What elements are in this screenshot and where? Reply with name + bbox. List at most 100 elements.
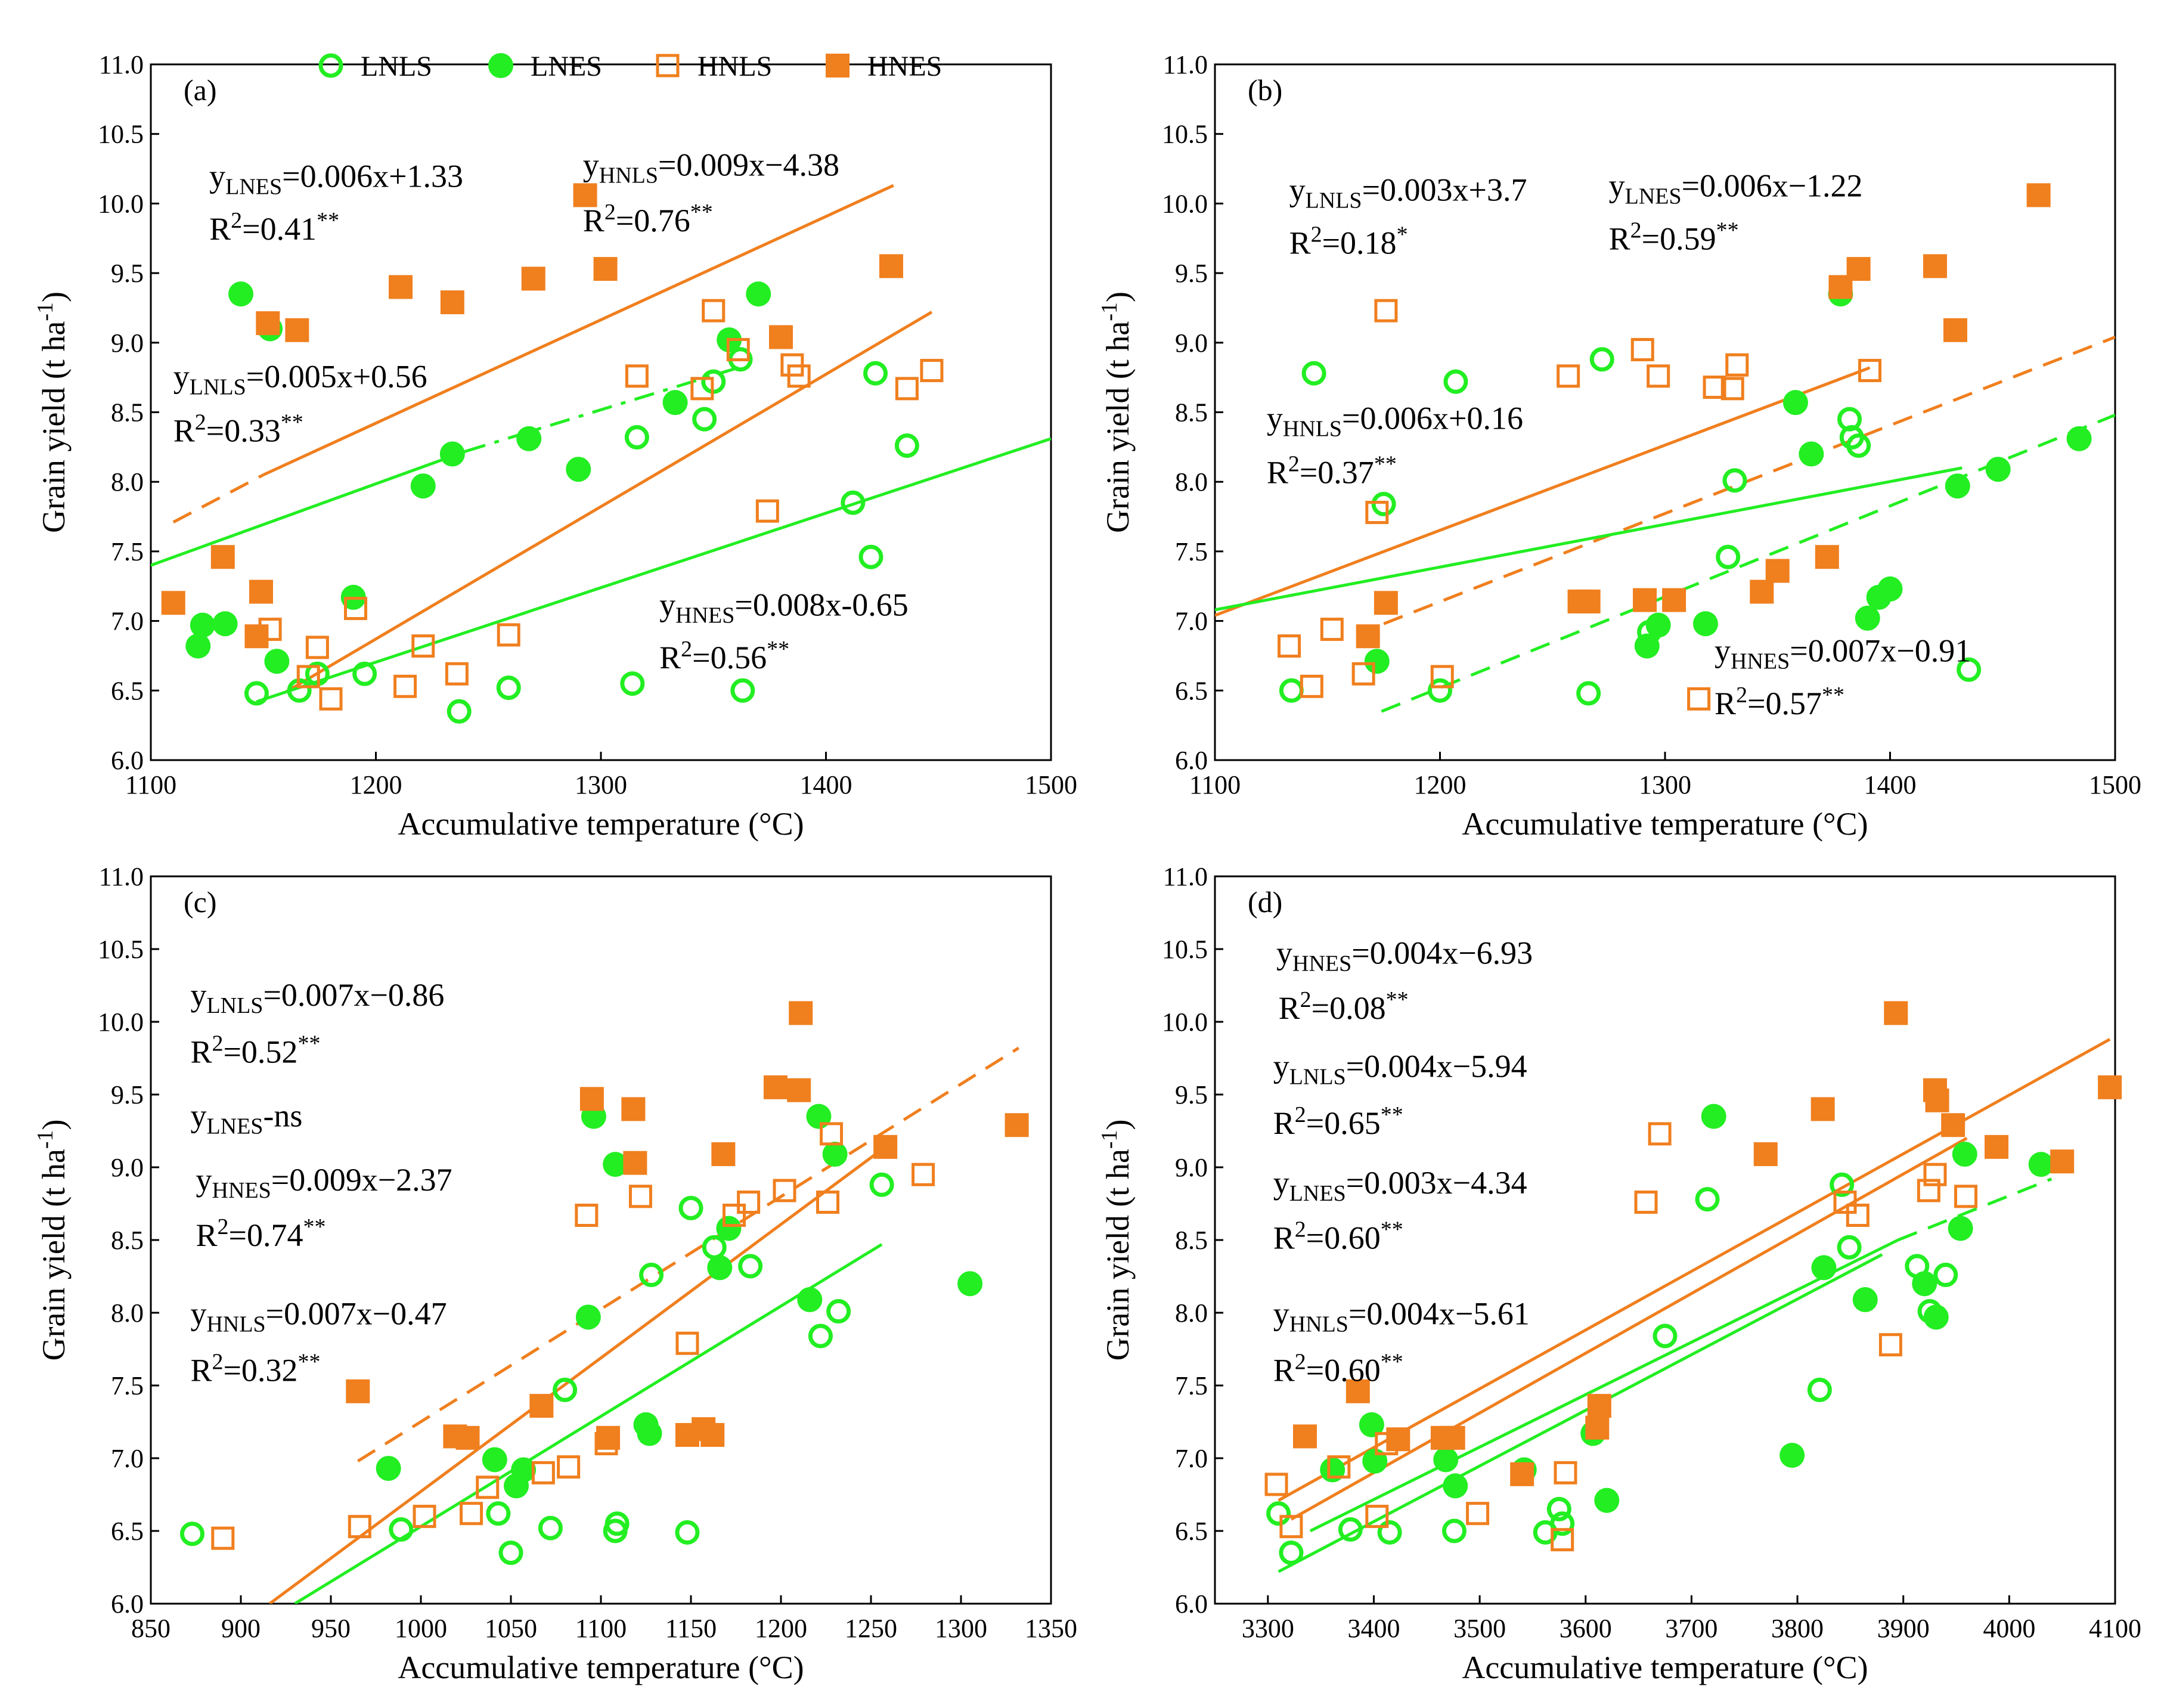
point-lnes bbox=[1877, 576, 1903, 602]
point-hnls bbox=[628, 1185, 652, 1208]
point-hnes bbox=[1943, 318, 1967, 342]
fit-line-hnls bbox=[285, 311, 933, 693]
fit-line-hnes bbox=[1278, 1038, 2111, 1502]
y-tick-label: 11.0 bbox=[99, 862, 144, 891]
point-lnls bbox=[1837, 1235, 1862, 1260]
point-hnls bbox=[1647, 364, 1670, 388]
point-hnls bbox=[1858, 358, 1882, 382]
point-hnls bbox=[1687, 687, 1711, 711]
regression-annotation: yLNLS=0.003x+3.7 bbox=[1289, 172, 1527, 213]
point-lnes bbox=[1782, 390, 1808, 416]
regression-annotation: R2=0.74** bbox=[196, 1214, 326, 1253]
fit-line-hnls bbox=[356, 1046, 1019, 1462]
point-hnes bbox=[529, 1394, 554, 1418]
fit-line-lnls bbox=[294, 1243, 883, 1604]
y-tick-label: 6.0 bbox=[111, 1589, 144, 1619]
point-hnls bbox=[912, 1163, 935, 1186]
point-hnls bbox=[411, 634, 435, 658]
y-tick-label: 6.5 bbox=[111, 676, 144, 705]
x-tick-label: 1500 bbox=[2089, 770, 2141, 799]
y-tick-label: 6.0 bbox=[1175, 1589, 1208, 1619]
point-lnes bbox=[376, 1456, 401, 1481]
fit-line-hnes bbox=[262, 184, 894, 476]
point-lnls bbox=[389, 1517, 414, 1542]
panel-label: (b) bbox=[1248, 73, 1282, 107]
x-tick-label: 1200 bbox=[350, 770, 402, 799]
point-hnes bbox=[1985, 1134, 2009, 1159]
point-lnes bbox=[1952, 1142, 1977, 1167]
point-hnls bbox=[675, 1331, 699, 1355]
point-hnls bbox=[1466, 1502, 1490, 1526]
point-hnls bbox=[625, 364, 649, 388]
y-tick-label: 10.0 bbox=[1162, 1008, 1208, 1037]
regression-annotation: R2=0.65** bbox=[1273, 1102, 1403, 1141]
regression-annotation: yHNLS=0.004x−5.61 bbox=[1273, 1296, 1530, 1337]
point-hnes bbox=[285, 318, 309, 342]
regression-annotation: yHNLS=0.009x−4.38 bbox=[583, 147, 839, 188]
y-tick-label: 10.0 bbox=[1162, 189, 1208, 218]
y-tick-label: 9.5 bbox=[1175, 1080, 1208, 1109]
y-tick-label: 10.0 bbox=[98, 1008, 144, 1037]
y-tick-label: 10.5 bbox=[1162, 120, 1208, 149]
point-hnes bbox=[596, 1425, 621, 1450]
point-lnls bbox=[702, 1235, 727, 1260]
panel-d: 6.0 6.5 7.0 7.5 8.0 8.5 9.0 9.5 10.0 10.5 11.0 3300… bbox=[1097, 862, 2141, 1685]
point-lnls bbox=[1301, 361, 1326, 386]
legend-label-lnes: LNES bbox=[531, 51, 602, 82]
point-hnes bbox=[789, 1001, 813, 1025]
y-tick-label: 7.5 bbox=[1175, 537, 1208, 566]
x-tick-label: 1050 bbox=[485, 1614, 537, 1643]
x-tick-label: 3700 bbox=[1665, 1614, 1717, 1643]
y-axis-label: Grain yield (t ha-1) bbox=[1097, 292, 1136, 533]
point-hnes bbox=[593, 257, 618, 281]
legend-marker-hnes bbox=[826, 54, 850, 78]
fit-line-lnes bbox=[1215, 366, 1871, 617]
point-hnes bbox=[1925, 1088, 1949, 1112]
point-hnls bbox=[816, 1191, 840, 1214]
point-hnes bbox=[1386, 1427, 1410, 1452]
point-lnls bbox=[858, 544, 883, 569]
x-tick-label: 3800 bbox=[1771, 1614, 1824, 1643]
point-lnes bbox=[1912, 1271, 1937, 1297]
point-lnes bbox=[1433, 1447, 1459, 1473]
regression-annotation: R2=0.59** bbox=[1609, 218, 1739, 256]
fit-line-hnls bbox=[1383, 336, 2115, 625]
point-hnes bbox=[1293, 1424, 1317, 1449]
point-hnls bbox=[1725, 353, 1749, 377]
panel-label: (a) bbox=[184, 73, 217, 107]
x-tick-label: 1300 bbox=[1639, 770, 1691, 799]
point-lnes bbox=[707, 1255, 733, 1281]
x-tick-label: 4100 bbox=[2089, 1614, 2141, 1643]
point-hnls bbox=[690, 377, 714, 401]
legend-label-hnes: HNES bbox=[867, 51, 942, 82]
y-tick-label: 9.5 bbox=[111, 259, 144, 288]
point-lnes bbox=[746, 281, 771, 307]
x-tick-label: 1100 bbox=[575, 1614, 627, 1643]
fit-line-lnls bbox=[256, 437, 1051, 703]
legend-label-lnls: LNLS bbox=[361, 51, 432, 82]
point-hnes bbox=[1374, 591, 1398, 615]
x-tick-label: 1200 bbox=[755, 1614, 807, 1643]
point-hnls bbox=[1634, 1191, 1658, 1214]
legend: LNLS LNES HNLS HNES bbox=[318, 51, 942, 82]
point-hnls bbox=[575, 1204, 599, 1227]
x-tick-label: 900 bbox=[221, 1614, 261, 1643]
point-lnls bbox=[498, 1540, 523, 1566]
point-hnls bbox=[460, 1502, 483, 1526]
point-hnls bbox=[557, 1455, 581, 1479]
point-hnes bbox=[1585, 1415, 1610, 1440]
point-lnes bbox=[662, 390, 688, 416]
y-tick-label: 8.5 bbox=[111, 398, 144, 427]
point-lnls bbox=[841, 490, 866, 515]
point-lnls bbox=[620, 671, 645, 696]
regression-annotation: yHNES=0.004x−6.93 bbox=[1276, 935, 1533, 976]
regression-annotation: R2=0.56** bbox=[659, 637, 789, 675]
point-lnls bbox=[1589, 347, 1614, 372]
point-hnls bbox=[1300, 674, 1323, 698]
x-tick-label: 3900 bbox=[1877, 1614, 1930, 1643]
panel-label: (c) bbox=[184, 885, 217, 919]
point-lnls bbox=[863, 361, 888, 386]
x-tick-label: 3400 bbox=[1347, 1614, 1400, 1643]
point-lnes bbox=[1779, 1443, 1805, 1468]
x-tick-label: 1400 bbox=[1864, 770, 1917, 799]
